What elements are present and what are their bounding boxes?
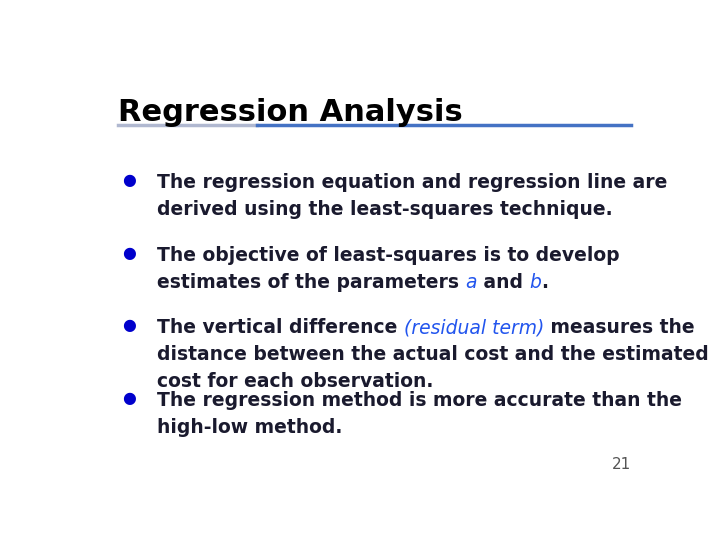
Text: The vertical difference: The vertical difference (157, 319, 404, 338)
Text: The regression equation and regression line are: The regression equation and regression l… (157, 173, 667, 192)
Text: measures the: measures the (544, 319, 695, 338)
Text: derived using the least-squares technique.: derived using the least-squares techniqu… (157, 200, 613, 219)
Text: ●: ● (122, 173, 136, 188)
Text: The regression method is more accurate than the: The regression method is more accurate t… (157, 391, 682, 410)
Text: ●: ● (122, 246, 136, 261)
Text: distance between the actual cost and the estimated: distance between the actual cost and the… (157, 346, 708, 365)
Text: ●: ● (122, 391, 136, 406)
Text: Regression Analysis: Regression Analysis (118, 98, 463, 127)
Text: 21: 21 (612, 457, 631, 472)
Text: b: b (529, 273, 541, 292)
Text: estimates of the parameters: estimates of the parameters (157, 273, 465, 292)
Text: ●: ● (122, 319, 136, 333)
Text: The objective of least-squares is to develop: The objective of least-squares is to dev… (157, 246, 620, 265)
Text: cost for each observation.: cost for each observation. (157, 373, 433, 392)
Text: (residual term): (residual term) (404, 319, 544, 338)
Text: high-low method.: high-low method. (157, 418, 342, 437)
Text: and: and (477, 273, 529, 292)
Text: a: a (465, 273, 477, 292)
Text: .: . (541, 273, 549, 292)
